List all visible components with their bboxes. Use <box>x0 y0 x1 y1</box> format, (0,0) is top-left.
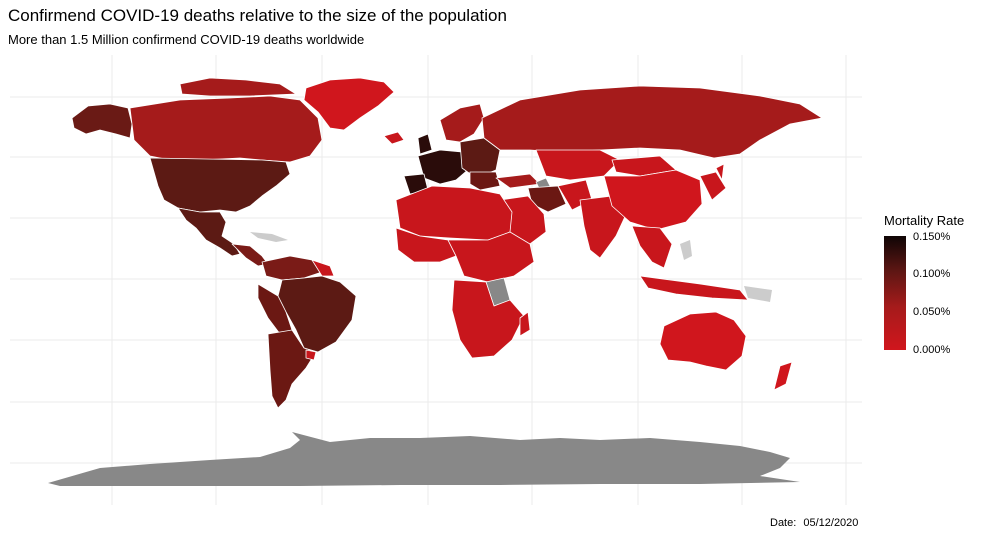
greenland <box>303 77 395 131</box>
legend-tick <box>906 349 910 350</box>
indonesia <box>639 275 749 301</box>
russia <box>481 85 823 159</box>
philippines <box>680 240 692 260</box>
japan <box>715 163 725 181</box>
central-africa <box>447 231 535 283</box>
madagascar <box>519 311 531 337</box>
arctic-islands <box>179 77 297 97</box>
mexico <box>177 207 241 257</box>
uruguay <box>305 349 317 361</box>
uk-ireland <box>417 133 433 155</box>
southeast-asia <box>631 225 673 269</box>
iceland <box>383 131 405 145</box>
legend-label-high: 0.100% <box>913 268 951 280</box>
antarctica <box>48 432 800 486</box>
legend-tick <box>906 274 910 275</box>
date-label: Date: <box>770 517 797 529</box>
chart-subtitle: More than 1.5 Million confirmend COVID-1… <box>8 32 365 47</box>
alaska <box>71 103 133 139</box>
papua <box>744 286 772 302</box>
chart-title: Confirmend COVID-19 deaths relative to t… <box>8 6 507 25</box>
australia <box>659 311 747 371</box>
date-caption: Date: 05/12/2020 <box>766 517 858 529</box>
turkey <box>495 173 541 189</box>
kazakhstan <box>535 149 621 181</box>
north-africa <box>395 185 513 241</box>
legend-label-max: 0.150% <box>913 231 951 243</box>
legend-tick <box>906 237 910 238</box>
caribbean <box>250 232 288 242</box>
date-value: 05/12/2020 <box>803 517 859 529</box>
guianas <box>311 259 335 277</box>
new-zealand <box>773 361 793 391</box>
canada <box>129 95 323 163</box>
western-europe <box>417 149 471 185</box>
legend-title: Mortality Rate <box>884 213 965 228</box>
colombia-venezuela <box>261 255 323 281</box>
west-africa <box>395 227 457 263</box>
argentina-chile <box>267 329 317 409</box>
korea-japan <box>699 171 727 201</box>
usa <box>149 157 291 213</box>
legend-label-mid: 0.050% <box>913 306 951 318</box>
scandinavia <box>439 103 485 143</box>
china <box>603 169 703 231</box>
legend-colorbar <box>884 236 906 350</box>
legend-tick <box>906 312 910 313</box>
legend-label-min: 0.000% <box>913 344 951 356</box>
southern-africa <box>451 279 525 359</box>
balkans <box>469 171 501 191</box>
